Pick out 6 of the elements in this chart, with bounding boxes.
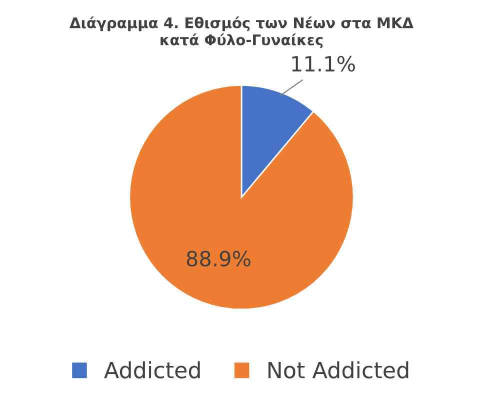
data-label: 88.9% bbox=[186, 250, 250, 267]
data-label: 11.1% bbox=[292, 56, 355, 72]
legend-label: Not Addicted bbox=[268, 361, 408, 378]
pie-slice bbox=[128, 84, 354, 310]
chart-title: Διάγραμμα 4. Εθισμός των Νέων στα ΜΚΔ κατά Φύλο-Γυναίκες bbox=[70, 16, 414, 48]
legend-label: Addicted bbox=[104, 361, 200, 378]
